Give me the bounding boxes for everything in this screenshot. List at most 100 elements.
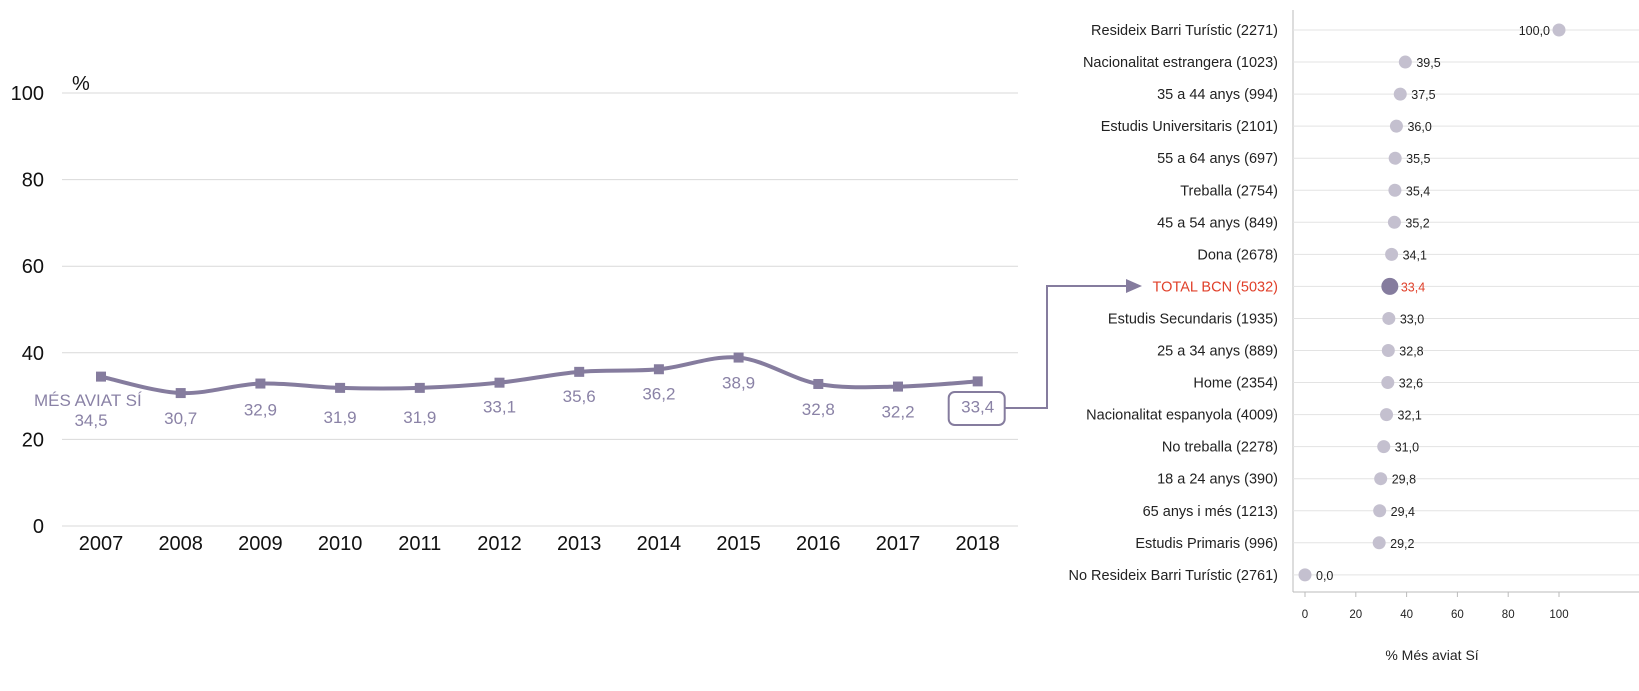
series-line bbox=[99, 355, 980, 396]
data-point-marker bbox=[175, 388, 186, 399]
data-point-marker bbox=[653, 364, 664, 375]
data-label: 31,9 bbox=[403, 408, 436, 427]
data-point-marker bbox=[335, 382, 346, 393]
x-tick-label: 2011 bbox=[398, 533, 441, 555]
connector-line bbox=[1005, 285, 1128, 409]
data-label: 33,0 bbox=[1400, 312, 1424, 326]
category-label: Estudis Secundaris (1935) bbox=[1108, 311, 1278, 327]
y-tick-label: 80 bbox=[22, 170, 44, 192]
data-label: 100,0 bbox=[1519, 24, 1550, 38]
y-unit-label: % bbox=[72, 73, 90, 95]
data-point bbox=[1381, 344, 1395, 357]
data-point bbox=[1388, 183, 1402, 197]
x-tick-label: 40 bbox=[1400, 609, 1413, 621]
data-label: 35,4 bbox=[1406, 184, 1430, 198]
category-label: Resideix Barri Turístic (2271) bbox=[1091, 23, 1278, 39]
x-tick-label: 2018 bbox=[955, 533, 1000, 555]
category-label: 65 anys i més (1213) bbox=[1143, 504, 1278, 520]
data-label: 0,0 bbox=[1316, 569, 1333, 583]
category-label: 45 a 54 anys (849) bbox=[1157, 215, 1278, 231]
data-point bbox=[1552, 23, 1566, 37]
x-tick-label: 20 bbox=[1349, 609, 1362, 621]
data-label: 33,4 bbox=[1401, 280, 1425, 294]
data-label: 34,1 bbox=[1403, 248, 1427, 262]
data-label: 35,5 bbox=[1406, 152, 1430, 166]
x-tick-label: 2016 bbox=[796, 533, 841, 555]
data-point bbox=[1393, 87, 1407, 101]
data-label: 38,9 bbox=[722, 374, 755, 393]
connector-arrowhead bbox=[1126, 279, 1142, 293]
x-tick-label: 2008 bbox=[158, 533, 203, 555]
data-point bbox=[1387, 215, 1401, 229]
x-tick-label: 2009 bbox=[238, 533, 283, 555]
data-point bbox=[1385, 247, 1399, 261]
x-tick-label: 0 bbox=[1302, 609, 1308, 621]
y-tick-label: 100 bbox=[11, 83, 44, 105]
data-point-marker bbox=[893, 381, 903, 392]
x-tick-label: 2014 bbox=[637, 533, 682, 555]
data-label: 32,9 bbox=[244, 401, 277, 420]
data-label: 39,5 bbox=[1416, 56, 1440, 70]
x-tick-label: 2017 bbox=[876, 533, 921, 555]
data-point-marker bbox=[414, 382, 425, 393]
data-point bbox=[1372, 536, 1386, 550]
category-label: TOTAL BCN (5032) bbox=[1153, 279, 1278, 295]
y-tick-label: 60 bbox=[22, 256, 44, 278]
y-tick-label: 40 bbox=[22, 343, 44, 365]
category-label: 55 a 64 anys (697) bbox=[1157, 151, 1278, 167]
data-point bbox=[1382, 311, 1396, 325]
category-label: Estudis Universitaris (2101) bbox=[1101, 119, 1278, 135]
data-point bbox=[1298, 568, 1312, 582]
data-point bbox=[1377, 440, 1391, 454]
category-label: 18 a 24 anys (390) bbox=[1157, 472, 1278, 488]
data-label: 32,8 bbox=[802, 400, 835, 419]
category-label: Treballa (2754) bbox=[1180, 183, 1278, 199]
data-label: 33,4 bbox=[961, 397, 994, 416]
x-tick-label: 2013 bbox=[557, 533, 602, 555]
data-label: 35,6 bbox=[563, 387, 596, 406]
x-tick-label: 2012 bbox=[477, 533, 522, 555]
data-label: 32,8 bbox=[1399, 345, 1423, 359]
category-label: 35 a 44 anys (994) bbox=[1157, 87, 1278, 103]
data-point-marker bbox=[96, 371, 106, 382]
connector-arrow bbox=[1005, 279, 1142, 409]
category-label: Nacionalitat estrangera (1023) bbox=[1083, 55, 1278, 71]
data-label: 34,5 bbox=[74, 411, 107, 430]
category-label: No Resideix Barri Turístic (2761) bbox=[1068, 568, 1278, 584]
data-point bbox=[1381, 277, 1399, 295]
category-label: 25 a 34 anys (889) bbox=[1157, 344, 1278, 360]
data-point bbox=[1380, 408, 1394, 422]
x-tick-label: 60 bbox=[1451, 609, 1464, 621]
line-chart: 0 20 40 60 80 100 % 2007 2008 2009 2010 2011 2012 201… bbox=[11, 73, 1018, 555]
data-label: 32,6 bbox=[1399, 377, 1423, 391]
data-point-marker bbox=[574, 366, 585, 377]
category-label: Estudis Primaris (996) bbox=[1135, 536, 1278, 552]
x-tick-label: 2010 bbox=[318, 533, 363, 555]
data-label: 29,2 bbox=[1390, 537, 1414, 551]
last-value-highlight-box bbox=[947, 391, 1006, 426]
data-label: 36,0 bbox=[1407, 120, 1431, 134]
dot-chart: Resideix Barri Turístic (2271) 100,0 Nacio… bbox=[1068, 10, 1639, 663]
data-point bbox=[1381, 376, 1395, 390]
y-tick-label: 20 bbox=[22, 429, 44, 451]
data-point bbox=[1374, 472, 1388, 486]
data-label: 32,1 bbox=[1398, 409, 1422, 423]
data-label: 33,1 bbox=[483, 398, 516, 417]
category-label: Nacionalitat espanyola (4009) bbox=[1086, 408, 1278, 424]
x-tick-label: 2007 bbox=[79, 533, 124, 555]
x-tick-label: 100 bbox=[1549, 609, 1568, 621]
data-point-marker bbox=[494, 377, 505, 388]
data-point-marker bbox=[813, 378, 824, 389]
data-point bbox=[1398, 55, 1412, 69]
data-point-marker bbox=[733, 352, 744, 363]
data-point bbox=[1388, 151, 1402, 165]
data-label: 32,2 bbox=[881, 403, 914, 422]
x-tick-label: 2015 bbox=[716, 533, 761, 555]
data-point-marker bbox=[255, 378, 266, 389]
data-point bbox=[1389, 119, 1403, 133]
data-label: 31,0 bbox=[1395, 441, 1419, 455]
data-label: 29,8 bbox=[1392, 473, 1416, 487]
x-tick-label: 80 bbox=[1502, 609, 1515, 621]
data-point-marker bbox=[972, 376, 983, 387]
